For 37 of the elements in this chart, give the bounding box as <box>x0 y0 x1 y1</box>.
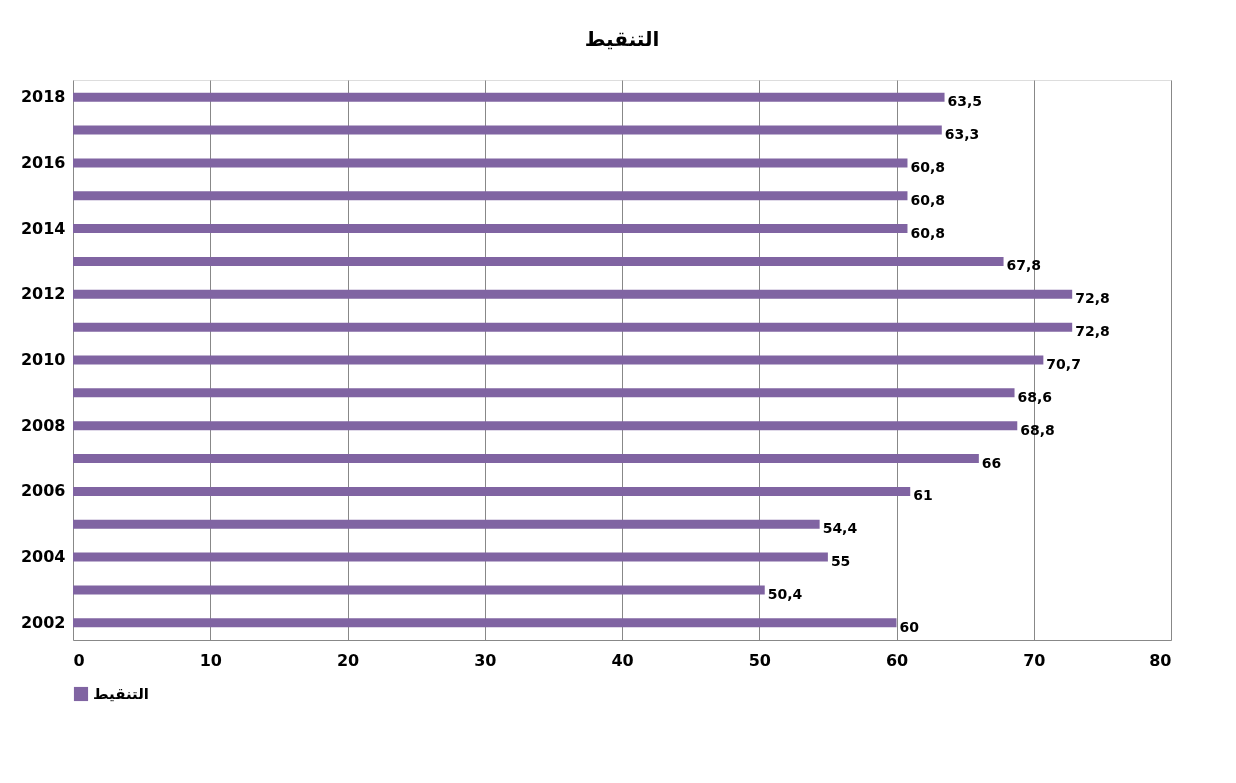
data-label: 72,8 <box>1075 290 1110 307</box>
x-tick-label: 20 <box>336 650 360 670</box>
y-tick-label: 2016 <box>20 152 66 172</box>
y-tick-label: 2014 <box>20 218 66 238</box>
data-label: 68,6 <box>1017 388 1053 405</box>
data-label: 67,8 <box>1006 257 1042 274</box>
data-label: 61 <box>913 487 933 504</box>
data-label: 60,8 <box>910 224 946 241</box>
data-label: 55 <box>830 553 851 570</box>
x-tick-label: 30 <box>474 650 497 670</box>
y-tick-label: 2002 <box>20 612 66 632</box>
x-tick-label: 0 <box>73 650 85 670</box>
data-label: 68,8 <box>1020 421 1055 438</box>
data-label: 72,8 <box>1075 323 1110 340</box>
data-label: 63,3 <box>944 126 980 143</box>
data-label: 50,4 <box>767 585 803 602</box>
y-tick-label: 2010 <box>20 350 66 369</box>
x-tick-label: 70 <box>1023 650 1046 670</box>
y-tick-label: 2008 <box>20 415 66 435</box>
x-tick-label: 40 <box>611 650 634 670</box>
legend-label: التنقيط <box>93 685 150 703</box>
x-tick-label: 10 <box>199 650 222 670</box>
y-tick-label: 2018 <box>20 87 66 107</box>
data-label: 54,4 <box>822 520 858 537</box>
y-tick-label: 2004 <box>20 547 66 567</box>
data-label: 63,5 <box>947 93 983 110</box>
x-tick-label: 60 <box>885 650 909 670</box>
x-tick-label: 50 <box>748 650 771 670</box>
y-tick-label: 2006 <box>20 481 66 501</box>
chart-title: التنقيط <box>584 27 660 51</box>
data-label: 70,7 <box>1046 356 1081 372</box>
y-tick-label: 2012 <box>20 284 66 304</box>
data-label: 66 <box>981 454 1002 471</box>
data-label: 60 <box>899 618 920 635</box>
data-label: 60,8 <box>910 158 946 175</box>
data-label: 60,8 <box>910 191 946 208</box>
x-tick-label: 80 <box>1149 650 1172 670</box>
